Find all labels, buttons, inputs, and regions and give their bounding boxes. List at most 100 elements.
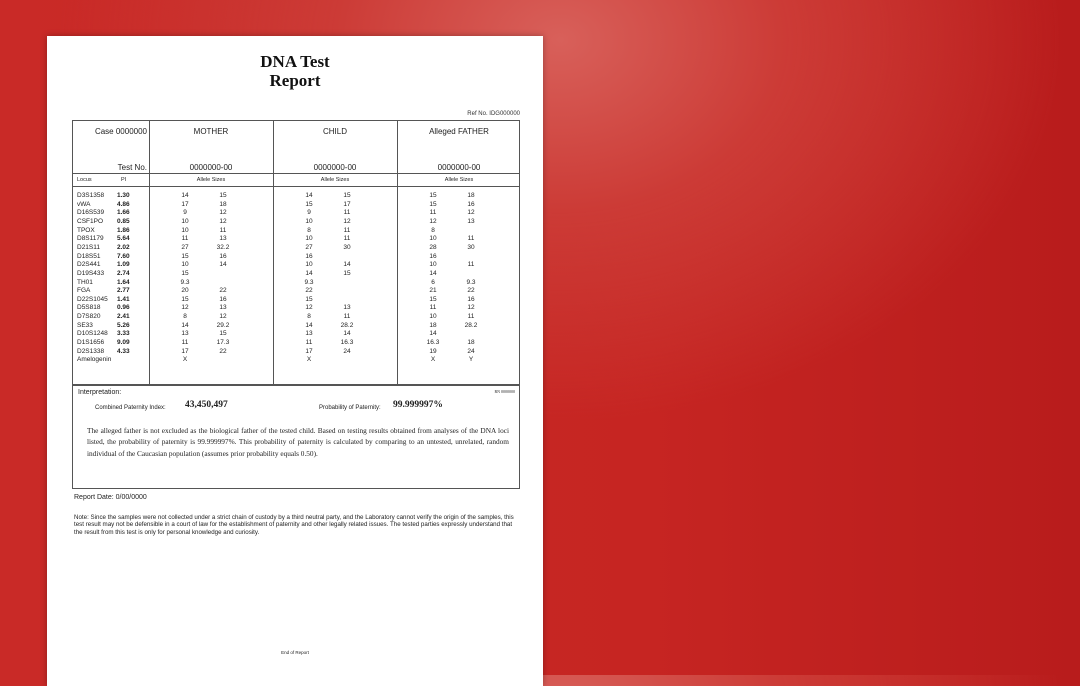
pi-value: 2.77 <box>117 287 130 295</box>
child-allele-2: 24 <box>343 347 351 355</box>
child-allele-2: 15 <box>343 192 351 199</box>
locus-row: vWA 4.86 17 18 15 17 15 16 <box>73 201 521 210</box>
locus-row: FGA 2.77 20 22 22 21 22 <box>73 287 521 296</box>
father-allele-2: 30 <box>467 243 475 251</box>
locus-name: TH01 <box>77 278 93 286</box>
test-no-label: Test No. <box>117 163 147 172</box>
mother-allele-2: 22 <box>219 287 227 295</box>
locus-name: D18S51 <box>77 252 101 260</box>
divider <box>397 121 398 384</box>
rn-number: RN 0000000 <box>494 389 515 394</box>
pi-value: 9.09 <box>117 339 130 347</box>
mother-allele-2: 17.3 <box>216 339 230 347</box>
divider <box>73 173 519 174</box>
child-allele-2: 16.3 <box>340 339 354 347</box>
child-allele-1: 27 <box>305 243 313 251</box>
locus-name: D5S818 <box>77 304 101 312</box>
mother-allele-2: 14 <box>219 261 227 269</box>
locus-row: Amelogenin X X X Y <box>73 356 521 365</box>
mother-allele-2: 12 <box>219 209 227 217</box>
locus-name: SE33 <box>77 321 93 329</box>
mother-allele-1: 12 <box>181 304 189 312</box>
case-number: Case 0000000 <box>94 127 147 136</box>
interpretation-box: Interpretation: RN 0000000 Combined Pate… <box>72 385 520 489</box>
disclaimer-note: Note: Since the samples were not collect… <box>74 514 514 536</box>
child-allele-1: X <box>306 356 312 364</box>
father-allele-1: 28 <box>429 243 437 251</box>
father-allele-1: 6 <box>431 278 435 286</box>
locus-row: TH01 1.64 9.3 9.3 6 9.3 <box>73 279 521 288</box>
father-allele-1: 21 <box>429 287 437 295</box>
mother-allele-2: 29.2 <box>216 321 230 329</box>
locus-row: D1S1656 9.09 11 17.3 11 16.3 16.3 18 <box>73 339 521 348</box>
cpi-value: 43,450,497 <box>185 400 228 410</box>
mother-allele-2: 32.2 <box>216 243 230 251</box>
locus-name: D16S539 <box>77 209 105 217</box>
locus-name: D7S820 <box>77 313 101 321</box>
child-allele-2: 28.2 <box>340 321 354 329</box>
child-allele-1: 13 <box>305 330 313 338</box>
child-allele-1: 10 <box>305 235 313 243</box>
father-allele-1: 11 <box>429 209 437 217</box>
interpretation-label: Interpretation: <box>78 389 122 396</box>
pi-value: 1.64 <box>117 278 130 286</box>
father-allele-2: 22 <box>467 287 475 295</box>
locus-row: D5S818 0.96 12 13 12 13 11 12 <box>73 304 521 313</box>
father-allele-2: 18 <box>467 339 475 347</box>
pi-value: 1.30 <box>117 192 130 199</box>
title-line-1: DNA Test <box>260 52 330 71</box>
locus-row: D7S820 2.41 8 12 8 11 10 11 <box>73 313 521 322</box>
child-allele-1: 12 <box>305 304 313 312</box>
mother-allele-2: 11 <box>219 226 227 234</box>
mother-allele-2: 12 <box>219 217 227 225</box>
child-allele-1: 9 <box>307 209 311 217</box>
locus-name: TPOX <box>77 226 95 234</box>
father-header: Alleged FATHER <box>429 127 489 136</box>
father-allele-2: 12 <box>467 304 475 312</box>
child-allele-2: 17 <box>343 200 351 208</box>
father-allele-1: 18 <box>429 321 437 329</box>
locus-name: D21S11 <box>77 243 101 251</box>
father-allele-1: 10 <box>429 313 437 321</box>
child-allele-1: 11 <box>305 339 313 347</box>
locus-label: Locus <box>77 177 92 183</box>
father-allele-1: 12 <box>429 217 437 225</box>
locus-name: D3S1358 <box>77 192 105 199</box>
child-allele-1: 14 <box>305 321 313 329</box>
child-allele-2: 13 <box>343 304 351 312</box>
mother-allele-1: 17 <box>181 200 189 208</box>
mother-allele-1: 13 <box>181 330 189 338</box>
pi-value: 5.26 <box>117 321 130 329</box>
father-allele-1: 11 <box>429 304 437 312</box>
child-header: CHILD <box>322 127 347 136</box>
divider <box>149 121 150 384</box>
pi-value: 4.33 <box>117 347 130 355</box>
child-allele-label: Allele Sizes <box>320 177 350 183</box>
locus-name: D2S441 <box>77 261 101 269</box>
locus-row: D21S11 2.02 27 32.2 27 30 28 30 <box>73 244 521 253</box>
father-allele-1: 19 <box>429 347 437 355</box>
father-test-no: 0000000-00 <box>437 163 481 172</box>
child-allele-1: 9.3 <box>304 278 314 286</box>
father-allele-2: 18 <box>467 192 475 199</box>
mother-allele-2: 12 <box>219 313 227 321</box>
locus-name: D2S1338 <box>77 347 105 355</box>
father-allele-1: 16.3 <box>426 339 440 347</box>
locus-row: D2S441 1.09 10 14 10 14 10 11 <box>73 261 521 270</box>
father-allele-2: 9.3 <box>466 278 476 286</box>
pi-value: 2.02 <box>117 243 130 251</box>
pi-value: 0.96 <box>117 304 130 312</box>
pi-value: 7.60 <box>117 252 130 260</box>
title-line-2: Report <box>269 71 321 90</box>
child-allele-2: 14 <box>343 261 351 269</box>
child-allele-2: 15 <box>343 269 351 277</box>
locus-row: TPOX 1.86 10 11 8 11 8 <box>73 227 521 236</box>
child-allele-2: 11 <box>343 226 351 234</box>
father-allele-1: 16 <box>429 252 437 260</box>
locus-name: D1S1656 <box>77 339 105 347</box>
mother-allele-1: X <box>182 356 188 364</box>
mother-allele-1: 10 <box>181 226 189 234</box>
pi-value: 1.09 <box>117 261 130 269</box>
locus-name: D8S1179 <box>77 235 104 243</box>
locus-row: D8S1179 5.64 11 13 10 11 10 11 <box>73 235 521 244</box>
